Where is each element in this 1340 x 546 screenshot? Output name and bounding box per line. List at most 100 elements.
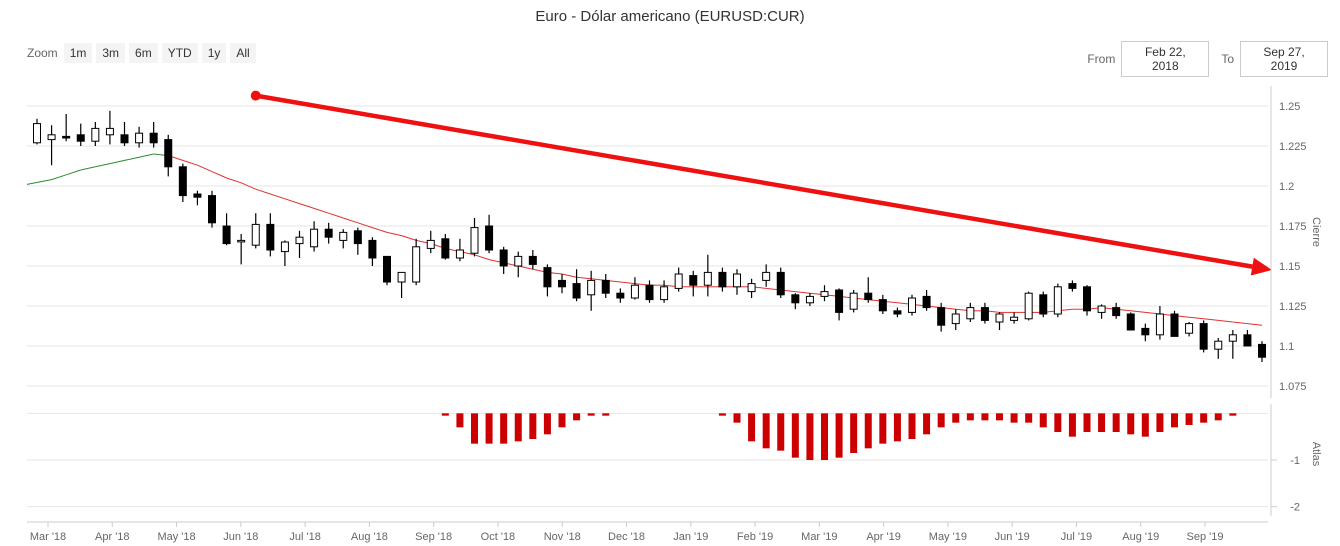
candle-body xyxy=(849,292,858,310)
candle xyxy=(1199,320,1208,353)
zoom-3m-button[interactable]: 3m xyxy=(96,43,126,63)
moving-average-segment xyxy=(1130,310,1146,313)
candle-body xyxy=(310,228,319,248)
candle-body xyxy=(747,283,756,293)
indicator-tick-label: -2 xyxy=(1290,502,1300,514)
indicator-bar xyxy=(748,413,756,442)
x-tick-label: Aug '19 xyxy=(1122,531,1159,543)
moving-average-segment xyxy=(109,159,125,165)
candle-body xyxy=(1199,323,1208,350)
candle xyxy=(587,270,596,311)
x-tick-label: Jun '19 xyxy=(995,531,1030,543)
candle-body xyxy=(149,132,158,144)
x-tick-label: Dec '18 xyxy=(608,531,645,543)
indicator-bar xyxy=(1185,413,1193,425)
candle-body xyxy=(1010,316,1019,321)
candle xyxy=(310,221,319,252)
moving-average-segment xyxy=(240,182,256,190)
moving-average-segment xyxy=(66,169,81,176)
candle xyxy=(849,290,858,313)
trend-arrow-start-dot xyxy=(250,90,261,101)
candle xyxy=(164,134,173,177)
moving-average-segment xyxy=(313,207,329,214)
range-from-input[interactable]: Feb 22, 2018 xyxy=(1121,41,1210,77)
indicator-bar xyxy=(1112,413,1120,432)
candle xyxy=(208,190,216,228)
indicator-bar xyxy=(558,413,566,428)
indicator-bar xyxy=(1054,413,1062,432)
x-tick-label: Jul '19 xyxy=(1061,531,1092,543)
indicator-bar xyxy=(981,413,989,421)
indicator-bar xyxy=(879,413,887,444)
candle xyxy=(295,230,304,258)
moving-average-segment xyxy=(795,291,810,294)
indicator-bar xyxy=(529,413,537,439)
candle xyxy=(76,123,85,146)
candle-body xyxy=(1214,340,1223,350)
candle xyxy=(91,122,100,146)
candle xyxy=(324,222,333,244)
candle xyxy=(718,267,727,292)
range-to-input[interactable]: Sep 27, 2019 xyxy=(1240,41,1328,77)
candle xyxy=(1228,330,1237,359)
zoom-ytd-button[interactable]: YTD xyxy=(161,43,198,63)
candle xyxy=(120,122,129,146)
candle-body xyxy=(791,294,800,304)
indicator-bar xyxy=(1156,413,1164,432)
candle-body xyxy=(222,225,231,245)
indicator-bar xyxy=(1127,413,1135,435)
x-tick-label: Oct '18 xyxy=(481,531,516,543)
candle xyxy=(1010,312,1019,324)
indicator-bar xyxy=(1025,413,1033,423)
candle-body xyxy=(1170,313,1179,337)
indicator-bar xyxy=(850,413,858,453)
moving-average-segment xyxy=(211,171,227,179)
indicator-bar xyxy=(996,413,1003,421)
price-tick-label: 1.075 xyxy=(1279,381,1307,393)
candle xyxy=(368,237,377,266)
indicator-bar xyxy=(456,413,464,428)
indicator-bar xyxy=(500,413,508,444)
candle-body xyxy=(441,238,450,259)
candle-body xyxy=(922,295,931,309)
candle-body xyxy=(237,239,246,243)
moving-average-segment xyxy=(372,227,388,233)
candle-body xyxy=(864,292,873,301)
candle xyxy=(339,229,348,249)
candle-body xyxy=(674,273,683,289)
candle-body xyxy=(1141,327,1150,336)
candle-body xyxy=(485,225,494,251)
candle-body xyxy=(135,132,144,144)
moving-average-segment xyxy=(80,166,96,171)
candle-body xyxy=(572,283,581,299)
price-axis-label: Cierre xyxy=(1310,217,1322,247)
candle xyxy=(470,218,479,257)
zoom-6m-button[interactable]: 6m xyxy=(129,43,158,63)
moving-average-segment xyxy=(138,153,154,158)
candle xyxy=(864,277,873,303)
zoom-1y-button[interactable]: 1y xyxy=(201,43,227,63)
candle-body xyxy=(645,284,654,301)
candle xyxy=(689,270,698,297)
zoom-all-button[interactable]: All xyxy=(230,43,256,63)
price-tick-label: 1.225 xyxy=(1279,141,1307,153)
candle-body xyxy=(353,230,362,245)
candle xyxy=(703,254,712,297)
candle xyxy=(251,213,260,249)
candle-body xyxy=(1185,323,1194,334)
candle-body xyxy=(762,271,771,281)
indicator-bar xyxy=(602,413,610,416)
zoom-1m-button[interactable]: 1m xyxy=(63,43,93,63)
x-tick-label: Jul '18 xyxy=(289,531,320,543)
moving-average-segment xyxy=(299,203,315,209)
candle xyxy=(514,251,523,278)
candle-body xyxy=(1112,307,1121,317)
indicator-bar xyxy=(1141,413,1149,437)
x-axis: Mar '18 Apr '18 May '18 Jun '18 Jul '18 Aug '… xyxy=(27,521,1268,543)
candle xyxy=(426,230,435,254)
candle-body xyxy=(383,255,391,283)
candle xyxy=(543,264,552,297)
candle xyxy=(1024,291,1033,321)
candles xyxy=(33,110,1266,362)
